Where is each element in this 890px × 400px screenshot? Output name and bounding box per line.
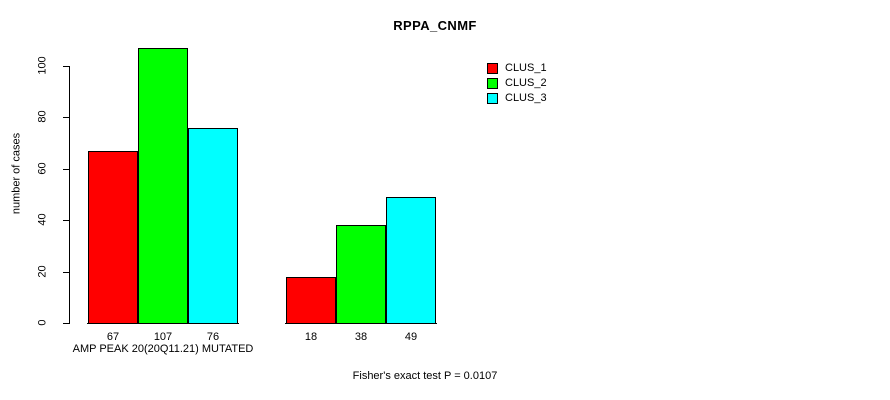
y-axis-tick-label-text: 20 xyxy=(36,264,49,278)
bar-clus_2-group1 xyxy=(138,48,188,324)
y-axis-tick-label: 0 xyxy=(28,317,58,328)
legend-swatch-clus_2 xyxy=(487,78,498,89)
y-axis-tick-label: 100 xyxy=(28,56,58,74)
y-axis-tick-label-text: 40 xyxy=(36,213,49,226)
y-axis-tick-label-text: 0 xyxy=(36,319,49,326)
y-axis-title: number of cases xyxy=(10,132,23,215)
x-axis-group-label: AMP PEAK 20(20Q11.21) MUTATED xyxy=(72,343,254,355)
bar-clus_1-group2 xyxy=(286,276,336,324)
y-axis-tick-label: 40 xyxy=(28,213,58,226)
y-axis-tick xyxy=(63,117,69,119)
bar-clus_2-group2 xyxy=(336,225,386,324)
legend-label-clus_1: CLUS_1 xyxy=(505,62,547,74)
bar-value-label: 38 xyxy=(354,331,368,343)
bar-value-label: 107 xyxy=(153,331,173,343)
y-axis-tick xyxy=(63,66,69,67)
chart-title-text: RPPA_CNMF xyxy=(393,18,477,33)
y-axis-tick xyxy=(63,323,69,324)
bar-clus_3-group2 xyxy=(386,197,436,324)
legend-label-clus_2: CLUS_2 xyxy=(505,77,547,89)
chart-title: RPPA_CNMF xyxy=(0,18,890,33)
y-axis-tick-label-text: 80 xyxy=(36,110,49,124)
y-axis-tick xyxy=(63,220,69,222)
y-axis-tick xyxy=(63,168,69,170)
bar-value-label: 18 xyxy=(304,331,318,343)
legend-label-clus_3: CLUS_3 xyxy=(505,92,547,104)
bar-clus_3-group1 xyxy=(188,127,238,324)
y-axis-tick-label-text: 60 xyxy=(36,162,49,175)
y-axis-tick-label: 80 xyxy=(28,110,58,124)
bar-value-label: 67 xyxy=(106,331,120,343)
y-axis-tick xyxy=(63,271,69,273)
footer-caption-text: Fisher's exact test P = 0.0107 xyxy=(352,370,498,382)
y-axis-tick-label-text: 100 xyxy=(36,56,49,75)
bar-clus_1-group1 xyxy=(88,150,138,324)
bar-value-label: 76 xyxy=(206,331,220,343)
bar-value-label: 49 xyxy=(404,331,418,343)
legend-swatch-clus_3 xyxy=(487,93,498,104)
y-axis-tick-label: 20 xyxy=(28,264,58,278)
y-axis-tick-label: 60 xyxy=(28,162,58,175)
footer-caption: Fisher's exact test P = 0.0107 xyxy=(0,371,890,382)
y-axis-line xyxy=(69,66,70,324)
legend-swatch-clus_1 xyxy=(487,63,498,74)
